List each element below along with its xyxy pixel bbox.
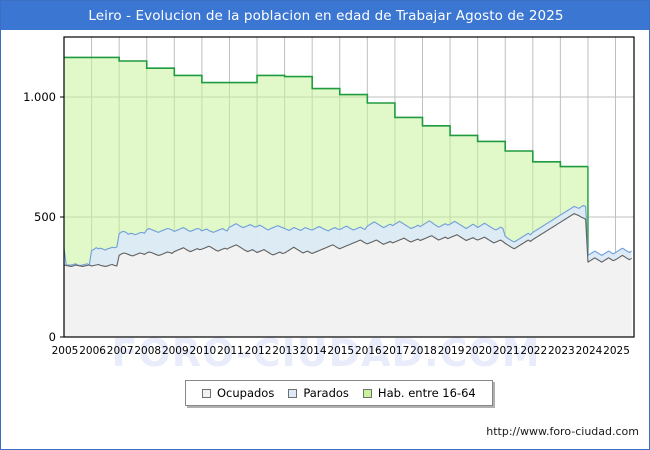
svg-text:2025: 2025 <box>603 345 630 357</box>
legend-swatch-ocupados <box>202 388 211 398</box>
series-ocupados <box>63 213 632 337</box>
legend-swatch-parados <box>288 388 298 398</box>
svg-text:2023: 2023 <box>548 345 575 357</box>
svg-text:2005: 2005 <box>52 345 79 357</box>
svg-text:2008: 2008 <box>134 345 161 357</box>
svg-text:2007: 2007 <box>107 345 134 357</box>
chart-canvas: 0 500 1.000 2005 2006 2007 2008 2009 2010 2011 20… <box>1 30 649 360</box>
svg-text:2014: 2014 <box>300 345 327 357</box>
svg-text:2012: 2012 <box>245 345 272 357</box>
svg-text:2022: 2022 <box>520 345 547 357</box>
svg-text:2006: 2006 <box>79 345 106 357</box>
svg-text:2015: 2015 <box>327 345 354 357</box>
legend-label-hab: Hab. entre 16-64 <box>377 386 476 400</box>
svg-text:2020: 2020 <box>465 345 492 357</box>
legend-item-ocupados[interactable]: Ocupados <box>202 386 274 400</box>
svg-text:1.000: 1.000 <box>23 90 56 104</box>
legend-label-parados: Parados <box>303 386 349 400</box>
window-title-bar: Leiro - Evolucion de la poblacion en eda… <box>1 1 649 30</box>
svg-text:2011: 2011 <box>217 345 244 357</box>
axis-frame <box>63 36 635 338</box>
page-title: Leiro - Evolucion de la poblacion en eda… <box>88 7 564 24</box>
chart-legend: Ocupados Parados Hab. entre 16-64 <box>185 380 493 406</box>
svg-text:2016: 2016 <box>355 345 382 357</box>
svg-text:2009: 2009 <box>162 345 189 357</box>
svg-text:2018: 2018 <box>410 345 437 357</box>
svg-text:2013: 2013 <box>272 345 299 357</box>
svg-text:0: 0 <box>49 330 56 344</box>
svg-text:2019: 2019 <box>438 345 465 357</box>
svg-text:2021: 2021 <box>493 345 520 357</box>
svg-text:2024: 2024 <box>576 345 603 357</box>
svg-text:500: 500 <box>34 210 56 224</box>
legend-item-parados[interactable]: Parados <box>288 386 349 400</box>
svg-text:2017: 2017 <box>383 345 410 357</box>
legend-swatch-hab <box>362 388 372 398</box>
svg-text:2010: 2010 <box>190 345 217 357</box>
y-axis-tick-labels: 0 500 1.000 <box>23 90 64 344</box>
x-axis-tick-labels: 2005 2006 2007 2008 2009 2010 2011 2012 2013 2014… <box>52 345 630 357</box>
source-url[interactable]: http://www.foro-ciudad.com <box>486 425 639 438</box>
legend-label-ocupados: Ocupados <box>217 386 275 400</box>
legend-item-hab-entre-16-64[interactable]: Hab. entre 16-64 <box>362 386 476 400</box>
